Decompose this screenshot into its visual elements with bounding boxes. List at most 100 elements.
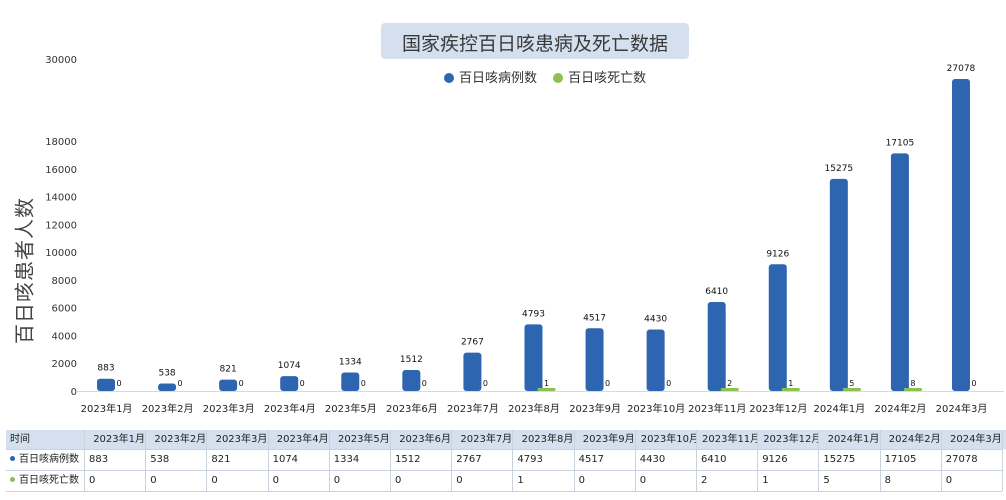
table-header-cell: 2023年8月 — [513, 430, 578, 449]
table-column-divider — [512, 430, 514, 491]
x-tick-label: 2023年6月 — [386, 402, 438, 415]
y-tick-label: 16000 — [45, 165, 77, 176]
table-column-divider — [573, 430, 575, 491]
case-bar — [402, 370, 421, 391]
table-corner-label: 时间 — [6, 430, 84, 449]
death-data-label: 0 — [300, 379, 305, 388]
table-series-name: 百日咳病例数 — [19, 454, 79, 465]
case-bar — [585, 328, 604, 391]
table-column-divider — [206, 430, 208, 491]
table-header-cell: 2023年12月 — [758, 430, 823, 449]
table-column-divider — [328, 430, 330, 491]
case-bar — [280, 376, 299, 391]
table-header-cell: 2023年11月 — [697, 430, 762, 449]
death-data-label: 1 — [788, 379, 793, 388]
table-value-cell: 0 — [85, 471, 146, 491]
table-header-cell: 2023年5月 — [329, 430, 394, 449]
case-data-label: 17105 — [886, 138, 915, 148]
table-value-cell: 1 — [758, 471, 819, 491]
table-series-name: 百日咳死亡数 — [19, 475, 79, 486]
table-value-cell: 1 — [513, 471, 574, 491]
death-data-label: 0 — [422, 379, 427, 388]
y-tick-label: 4000 — [52, 331, 77, 342]
table-header-cell: 2024年1月 — [819, 430, 884, 449]
case-bar — [890, 153, 909, 391]
death-bar — [720, 388, 739, 391]
case-data-label: 2767 — [461, 338, 484, 348]
bar-chart: 0200040006000800010000120001400016000180… — [45, 55, 1004, 415]
chart-title-box: 国家疾控百日咳患病及死亡数据 — [381, 23, 689, 59]
table-header-cell: 2023年7月 — [452, 430, 517, 449]
table-value-cell: 5 — [819, 471, 880, 491]
table-value-cell: 27078 — [941, 450, 1002, 470]
case-data-label: 538 — [158, 369, 175, 379]
death-data-label: 1 — [544, 379, 549, 388]
table-series-label: 百日咳死亡数 — [6, 471, 84, 491]
case-data-label: 6410 — [705, 287, 728, 297]
table-value-cell: 17105 — [880, 450, 941, 470]
x-tick-label: 2023年5月 — [325, 402, 377, 415]
table-value-cell: 8 — [880, 471, 941, 491]
case-bar — [97, 378, 115, 391]
table-value-cell: 0 — [574, 471, 635, 491]
table-value-cell: 0 — [391, 471, 452, 491]
death-data-label: 0 — [483, 379, 488, 388]
legend-swatch-deaths — [553, 73, 564, 83]
case-bar — [707, 301, 726, 391]
table-value-cell: 0 — [207, 471, 268, 491]
death-data-label: 0 — [666, 379, 671, 388]
x-tick-label: 2024年2月 — [875, 402, 927, 415]
y-tick-label: 8000 — [52, 276, 77, 287]
case-bar — [951, 78, 970, 391]
x-tick-label: 2023年10月 — [627, 402, 685, 415]
death-data-label: 0 — [178, 379, 183, 388]
y-tick-label: 30000 — [45, 55, 77, 66]
table-column-divider — [940, 430, 942, 491]
data-table: 时间 2023年1月 2023年2月 2023年3月 2023年4月 2023年5月 202… — [6, 430, 1006, 492]
table-value-cell: 2 — [697, 471, 758, 491]
table-value-cell: 1334 — [329, 450, 390, 470]
table-header-cell: 2023年9月 — [574, 430, 639, 449]
x-tick-label: 2023年7月 — [447, 402, 499, 415]
case-bar — [219, 379, 238, 391]
chart-title: 国家疾控百日咳患病及死亡数据 — [401, 33, 668, 55]
table-value-cell: 538 — [146, 450, 207, 470]
x-tick-label: 2023年4月 — [264, 402, 316, 415]
death-bar — [537, 388, 556, 391]
y-tick-label: 18000 — [45, 137, 77, 148]
legend-label-deaths: 百日咳死亡数 — [568, 71, 647, 86]
table-series-label: 百日咳病例数 — [6, 450, 84, 470]
table-column-divider — [451, 430, 453, 491]
table-value-cell: 0 — [941, 471, 1002, 491]
table-column-divider — [818, 430, 820, 491]
x-tick-label: 2023年12月 — [749, 402, 807, 415]
y-tick-label: 10000 — [45, 248, 77, 259]
table-value-cell: 15275 — [819, 450, 880, 470]
case-bar — [341, 372, 360, 391]
legend-swatch-cases — [444, 73, 454, 83]
case-data-label: 1512 — [400, 355, 423, 365]
death-data-label: 5 — [849, 379, 854, 388]
case-data-label: 4793 — [522, 309, 545, 319]
legend-item-cases: 百日咳病例数 — [444, 67, 537, 86]
table-column-divider — [145, 430, 147, 491]
case-data-label: 883 — [97, 364, 114, 374]
case-data-label: 4517 — [583, 313, 606, 323]
table-value-cell: 1074 — [268, 450, 329, 470]
death-data-label: 8 — [910, 379, 915, 388]
case-data-label: 15275 — [825, 164, 854, 174]
case-data-label: 9126 — [766, 249, 789, 259]
case-bar — [646, 329, 665, 391]
table-value-cell: 1512 — [391, 450, 452, 470]
legend: 百日咳病例数 百日咳死亡数 — [444, 67, 658, 86]
table-column-divider — [879, 430, 881, 491]
table-column-divider — [390, 430, 391, 491]
table-value-cell: 0 — [635, 471, 696, 491]
table-column-divider — [696, 430, 697, 491]
x-tick-label: 2023年9月 — [569, 402, 621, 415]
table-value-cell: 0 — [329, 471, 390, 491]
legend-item-deaths: 百日咳死亡数 — [553, 67, 646, 86]
x-tick-label: 2023年11月 — [688, 402, 746, 415]
case-data-label: 821 — [220, 365, 237, 375]
death-data-label: 2 — [727, 379, 732, 388]
